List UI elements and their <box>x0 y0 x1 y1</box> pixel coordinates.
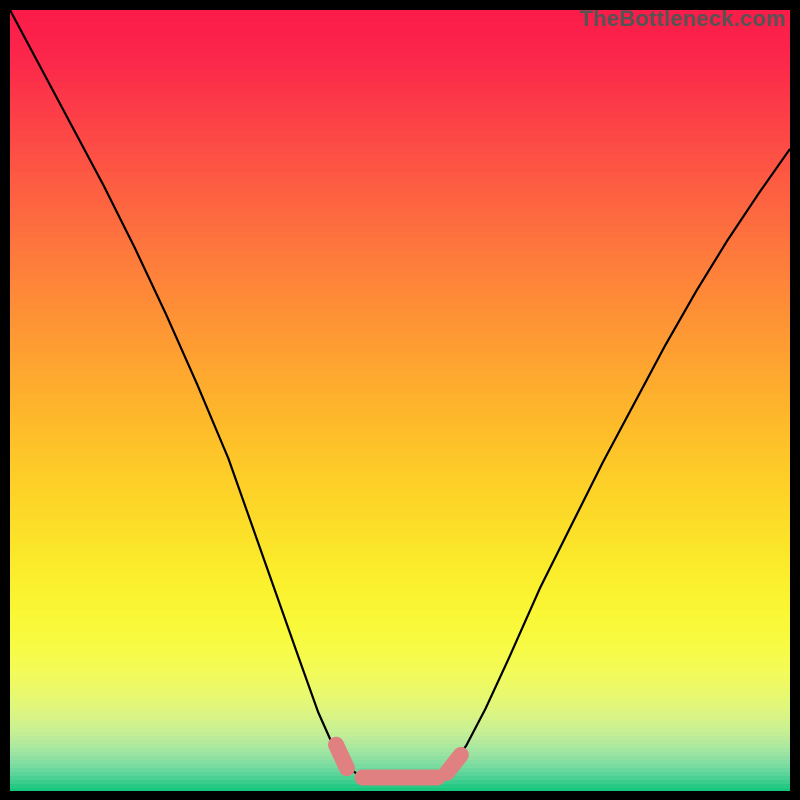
plot-area <box>10 10 790 790</box>
gradient-band <box>10 788 790 791</box>
watermark-text: TheBottleneck.com <box>580 6 786 32</box>
chart-container: TheBottleneck.com <box>0 0 800 800</box>
